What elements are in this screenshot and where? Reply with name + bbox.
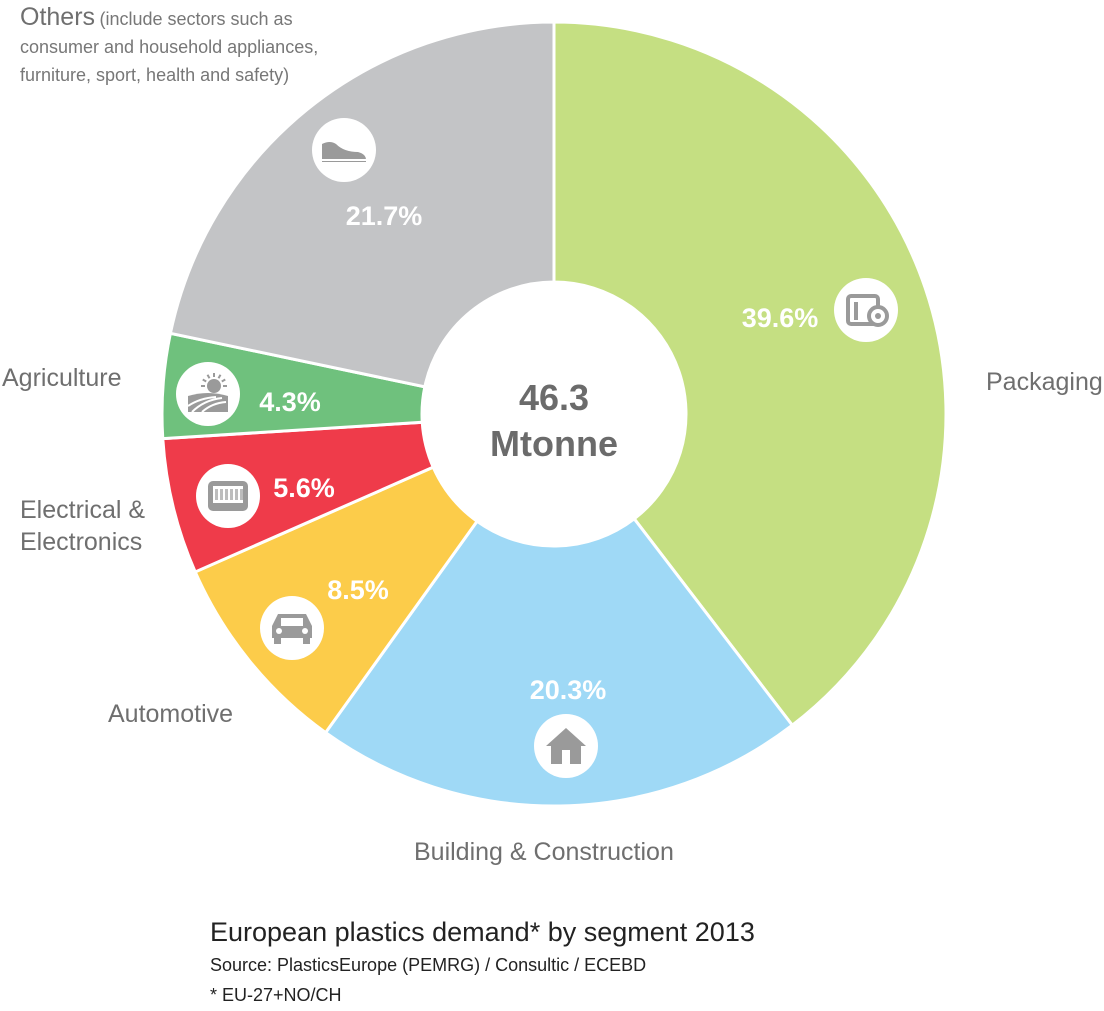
slice-group-4: 4.3% — [176, 362, 321, 426]
label-agriculture: Agriculture — [2, 364, 122, 392]
label-electrical-line1: Electrical & — [20, 496, 146, 524]
slice-group-0: 39.6% — [742, 278, 898, 342]
car-icon — [272, 614, 312, 644]
label-automotive: Automotive — [108, 700, 234, 728]
label-electrical-line2: Electronics — [20, 528, 143, 556]
label-packaging: Packaging — [986, 368, 1103, 396]
slice-group-1: 20.3% — [530, 675, 607, 778]
slice-building-construction — [323, 516, 795, 808]
slice-percent-label: 21.7% — [346, 201, 423, 231]
chart-title: European plastics demand* by segment 201… — [210, 917, 755, 947]
slice-group-3: 5.6% — [196, 464, 335, 528]
chart-footnote: * EU-27+NO/CH — [210, 985, 342, 1005]
packaging-icon-badge — [834, 278, 898, 342]
slice-percent-label: 39.6% — [742, 303, 819, 333]
slice-percent-label: 4.3% — [259, 387, 321, 417]
slice-percent-label: 20.3% — [530, 675, 607, 705]
chart-caption: European plastics demand* by segment 201… — [210, 914, 755, 1010]
field-sun-icon — [187, 373, 228, 413]
slice-automotive — [193, 465, 480, 735]
label-electrical: Electrical & Electronics — [20, 494, 145, 558]
packaging-icon — [846, 294, 889, 327]
slice-group-5: 21.7% — [312, 118, 422, 231]
house-icon — [546, 728, 586, 764]
slice-others — [168, 20, 556, 389]
shoe-icon — [322, 142, 366, 162]
slice-packaging — [552, 20, 948, 728]
slice-group-2: 8.5% — [260, 575, 389, 660]
label-others-title: Others — [20, 3, 96, 31]
center-value: 46.3 — [519, 377, 589, 418]
slice-percent-label: 8.5% — [327, 575, 389, 605]
label-others-note: (include sectors such as consumer and ho… — [20, 9, 319, 85]
label-others: Others (include sectors such as consumer… — [20, 4, 320, 90]
slice-percent-label: 5.6% — [273, 473, 335, 503]
center-unit: Mtonne — [490, 423, 618, 464]
tablet-icon — [208, 481, 248, 511]
chart-source: Source: PlasticsEurope (PEMRG) / Consult… — [210, 955, 647, 975]
label-building: Building & Construction — [414, 838, 674, 866]
